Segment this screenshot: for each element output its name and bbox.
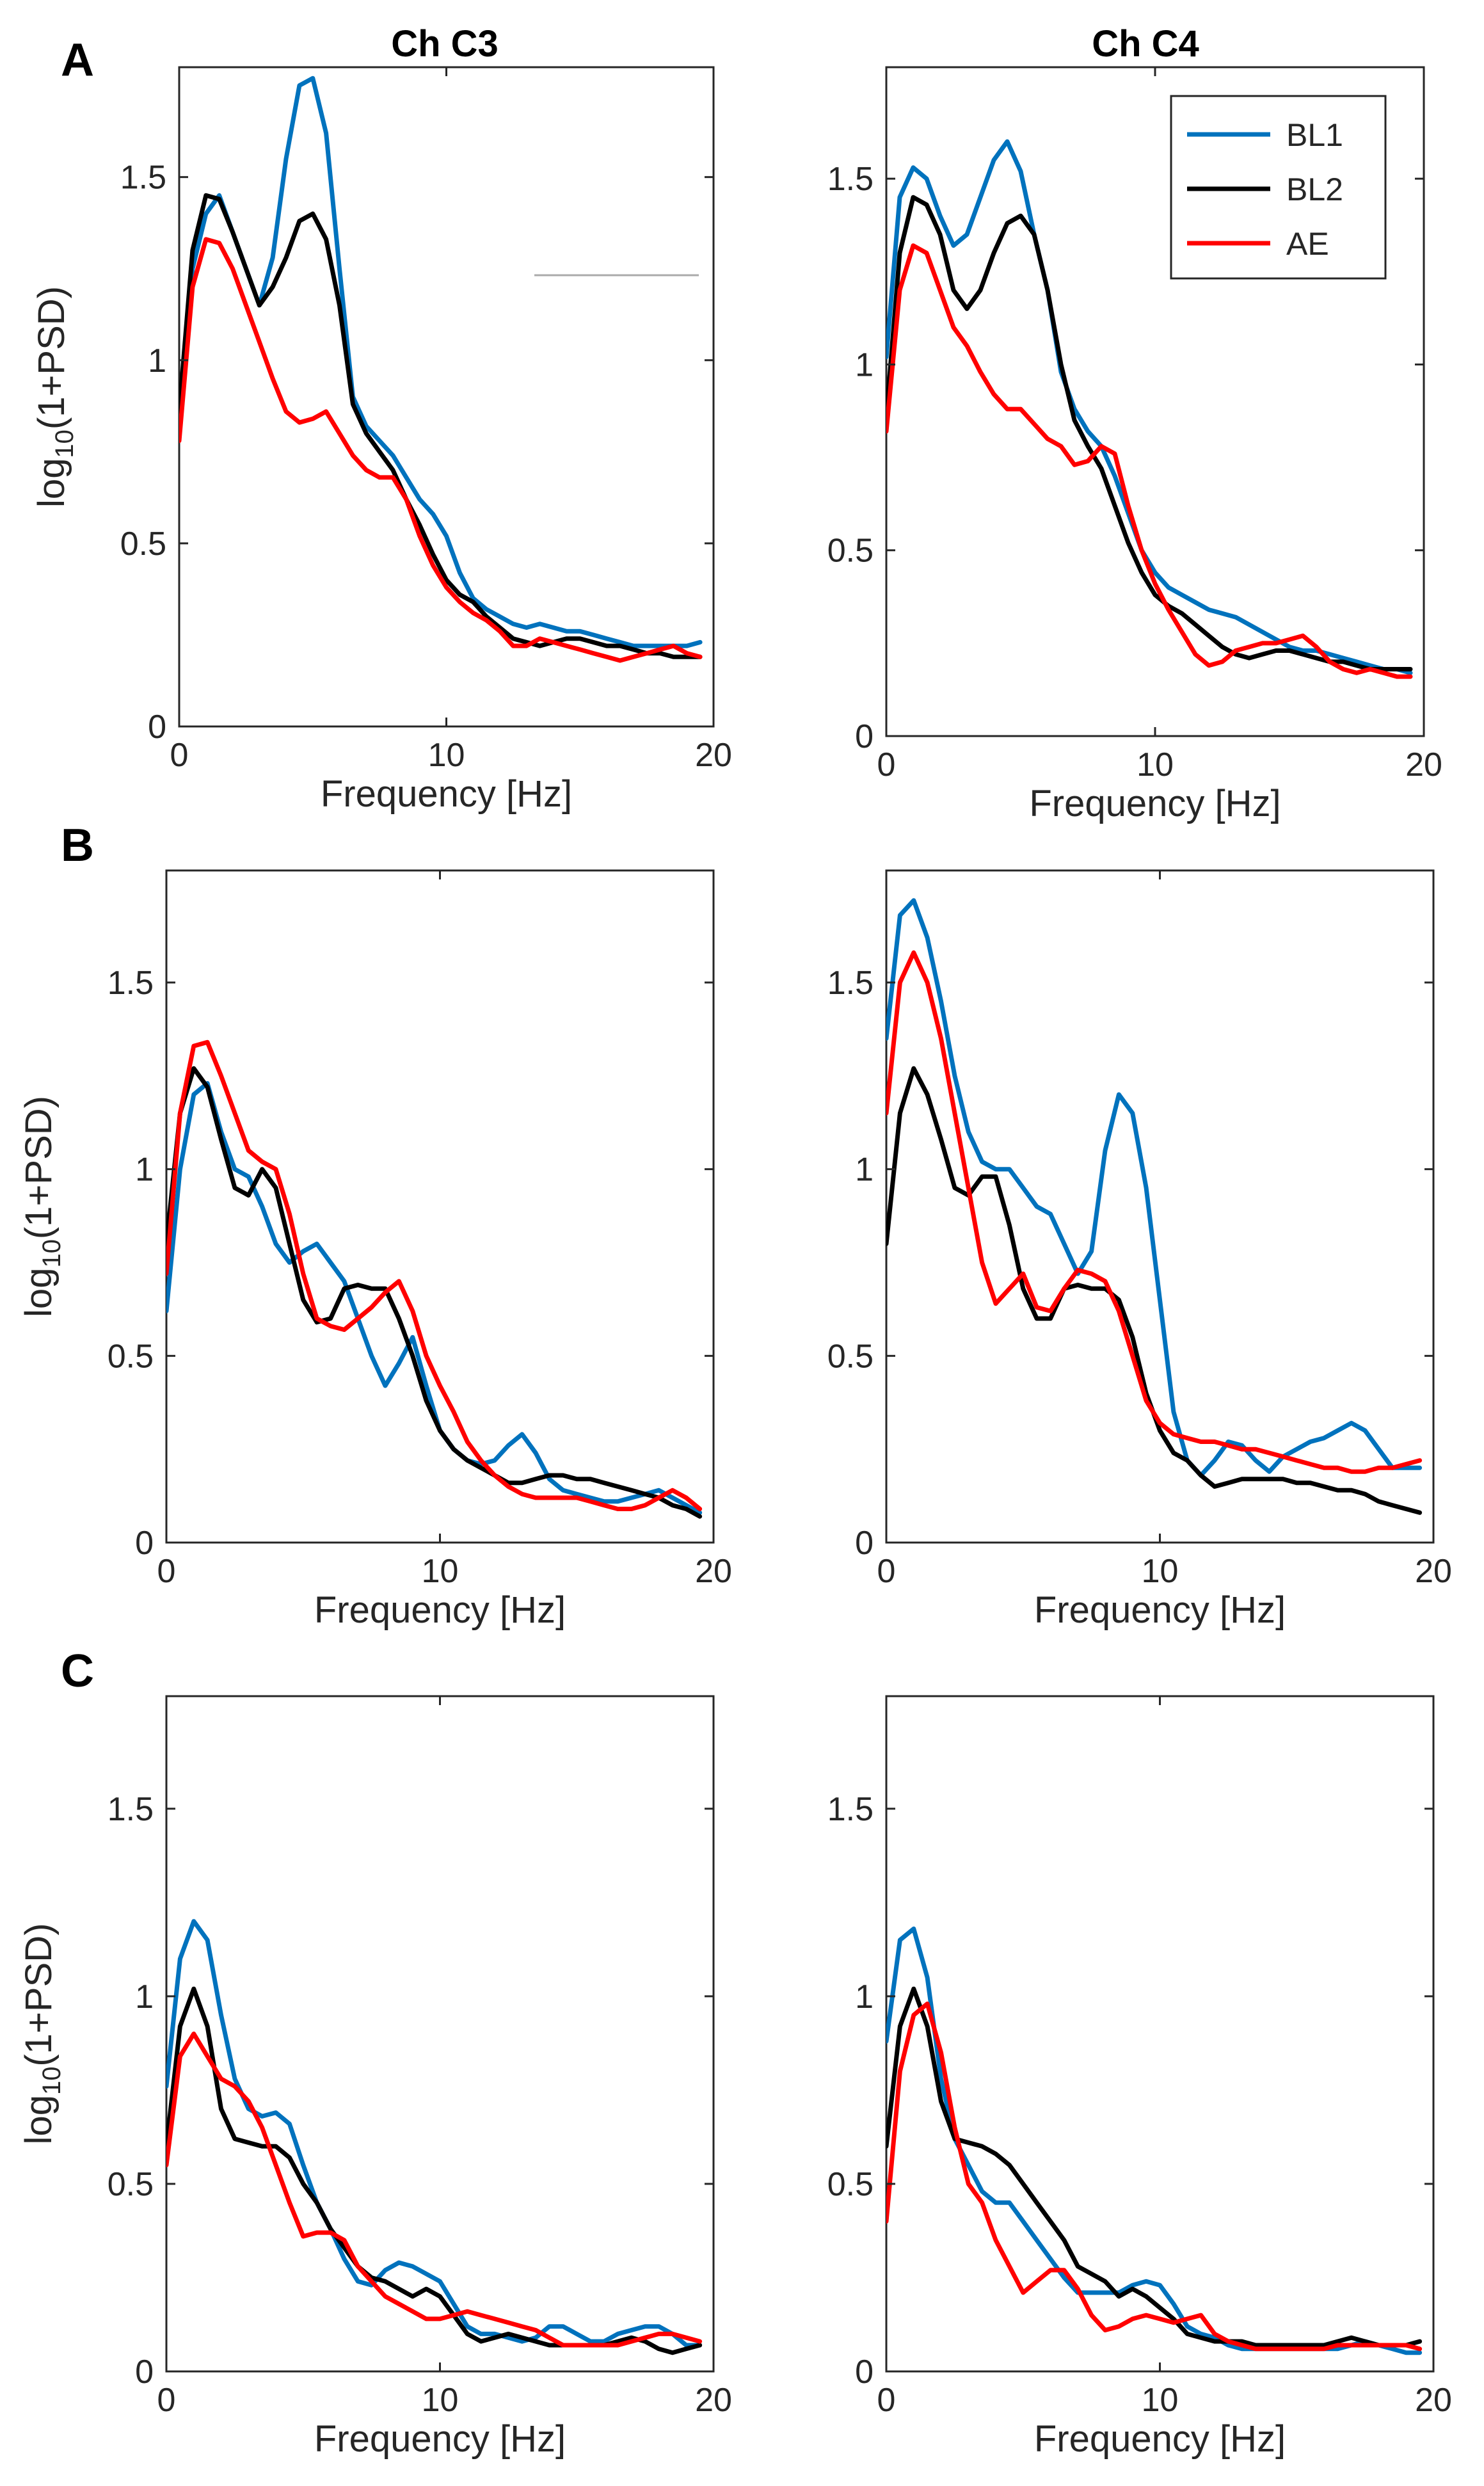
series-line-ae bbox=[886, 950, 1423, 1474]
x-axis-label: Frequency [Hz] bbox=[1034, 2418, 1286, 2460]
x-tick-label: 10 bbox=[1142, 2382, 1179, 2419]
y-tick-label: 0 bbox=[855, 718, 874, 755]
series-line-bl2 bbox=[886, 1986, 1423, 2348]
x-tick-label: 0 bbox=[877, 746, 896, 783]
y-tick-label: 0 bbox=[855, 1525, 874, 1562]
y-axis-label: log10(1+PSD) bbox=[18, 1096, 66, 1317]
x-tick-label: 20 bbox=[1415, 1553, 1452, 1590]
y-tick-label: 0 bbox=[855, 2354, 874, 2391]
series-line-ae bbox=[886, 243, 1413, 679]
y-tick-label: 1.5 bbox=[120, 159, 166, 196]
x-tick-label: 10 bbox=[422, 1553, 459, 1590]
x-tick-label: 20 bbox=[695, 2382, 732, 2419]
y-tick-label: 1 bbox=[855, 346, 874, 383]
x-axis-label: Frequency [Hz] bbox=[314, 2418, 566, 2460]
y-tick-label: 1 bbox=[148, 342, 166, 380]
axes-frame bbox=[165, 1695, 715, 2373]
y-tick-label: 0.5 bbox=[827, 2166, 874, 2203]
column-title-c4: Ch C4 bbox=[1092, 23, 1199, 65]
y-tick-label: 0 bbox=[135, 1525, 154, 1562]
panel-label-b: B bbox=[61, 820, 94, 871]
x-axis-label: Frequency [Hz] bbox=[314, 1589, 566, 1631]
y-tick-label: 0.5 bbox=[827, 1338, 874, 1375]
y-tick-label: 1.5 bbox=[827, 161, 874, 198]
series-line-bl2 bbox=[886, 195, 1413, 671]
series-line-bl2 bbox=[179, 193, 703, 659]
series-line-ae bbox=[886, 2001, 1423, 2352]
x-tick-label: 0 bbox=[157, 1553, 176, 1590]
legend-label-bl1: BL1 bbox=[1286, 117, 1343, 153]
subplot-b-c3: 0 10 20 0 0.5 1 1.5 Frequency [Hz] log10(1+PSD) bbox=[18, 869, 732, 1631]
series-line-bl2 bbox=[166, 1066, 703, 1519]
y-tick-label: 1.5 bbox=[827, 1791, 874, 1828]
y-tick-label: 1 bbox=[135, 1978, 154, 2016]
series-line-ae bbox=[166, 2032, 703, 2348]
y-tick-label: 1.5 bbox=[108, 1791, 154, 1828]
y-tick-label: 1 bbox=[135, 1151, 154, 1189]
x-axis-label: Frequency [Hz] bbox=[1029, 783, 1281, 824]
x-tick-label: 0 bbox=[877, 1553, 896, 1590]
x-tick-label: 10 bbox=[1137, 746, 1174, 783]
column-title-c3: Ch C3 bbox=[391, 23, 499, 65]
y-tick-label: 1 bbox=[855, 1151, 874, 1189]
x-tick-label: 0 bbox=[877, 2382, 896, 2419]
x-tick-label: 20 bbox=[1415, 2382, 1452, 2419]
x-tick-label: 20 bbox=[695, 1553, 732, 1590]
x-tick-label: 10 bbox=[422, 2382, 459, 2419]
y-tick-label: 1.5 bbox=[108, 965, 154, 1002]
axes-frame bbox=[885, 869, 1435, 1544]
subplot-c-c4: 0 10 20 0 0.5 1 1.5 Frequency [Hz] bbox=[827, 1695, 1452, 2460]
series-line-ae bbox=[166, 1039, 703, 1511]
series-line-bl1 bbox=[166, 1081, 703, 1515]
y-tick-label: 1.5 bbox=[827, 965, 874, 1002]
y-tick-label: 0.5 bbox=[827, 533, 874, 570]
x-axis-label: Frequency [Hz] bbox=[1034, 1589, 1286, 1631]
x-tick-label: 0 bbox=[170, 737, 189, 774]
x-tick-label: 10 bbox=[428, 737, 465, 774]
series-line-bl1 bbox=[886, 898, 1423, 1478]
y-axis-label: log10(1+PSD) bbox=[31, 286, 79, 508]
legend-label-bl2: BL2 bbox=[1286, 172, 1343, 207]
y-tick-label: 0.5 bbox=[108, 1338, 154, 1375]
axes-frame bbox=[885, 1695, 1435, 2373]
y-tick-label: 0 bbox=[148, 709, 166, 746]
series-line-ae bbox=[179, 237, 703, 663]
x-tick-label: 10 bbox=[1142, 1553, 1179, 1590]
x-tick-label: 0 bbox=[157, 2382, 176, 2419]
legend-label-ae: AE bbox=[1286, 226, 1329, 262]
x-axis-label: Frequency [Hz] bbox=[321, 773, 572, 815]
axes-frame bbox=[165, 869, 715, 1544]
y-tick-label: 0.5 bbox=[120, 525, 166, 563]
y-tick-label: 0.5 bbox=[108, 2166, 154, 2203]
subplot-b-c4: 0 10 20 0 0.5 1 1.5 Frequency [Hz] bbox=[827, 869, 1452, 1631]
y-tick-label: 0 bbox=[135, 2354, 154, 2391]
panel-label-a: A bbox=[61, 35, 94, 86]
legend: BL1 BL2 AE bbox=[1170, 95, 1387, 280]
y-axis-label: log10(1+PSD) bbox=[18, 1923, 66, 2145]
axes-frame bbox=[178, 66, 715, 728]
panel-label-c: C bbox=[61, 1646, 94, 1697]
x-tick-label: 20 bbox=[1405, 746, 1442, 783]
subplot-a-c3: 0 10 20 0 0.5 1 1.5 Frequency [Hz] log10(1+PSD) bbox=[31, 66, 732, 815]
series-line-bl1 bbox=[179, 76, 703, 648]
y-tick-label: 1 bbox=[855, 1978, 874, 2016]
subplot-c-c3: 0 10 20 0 0.5 1 1.5 Frequency [Hz] log10(1+PSD) bbox=[18, 1695, 732, 2460]
x-tick-label: 20 bbox=[695, 737, 732, 774]
